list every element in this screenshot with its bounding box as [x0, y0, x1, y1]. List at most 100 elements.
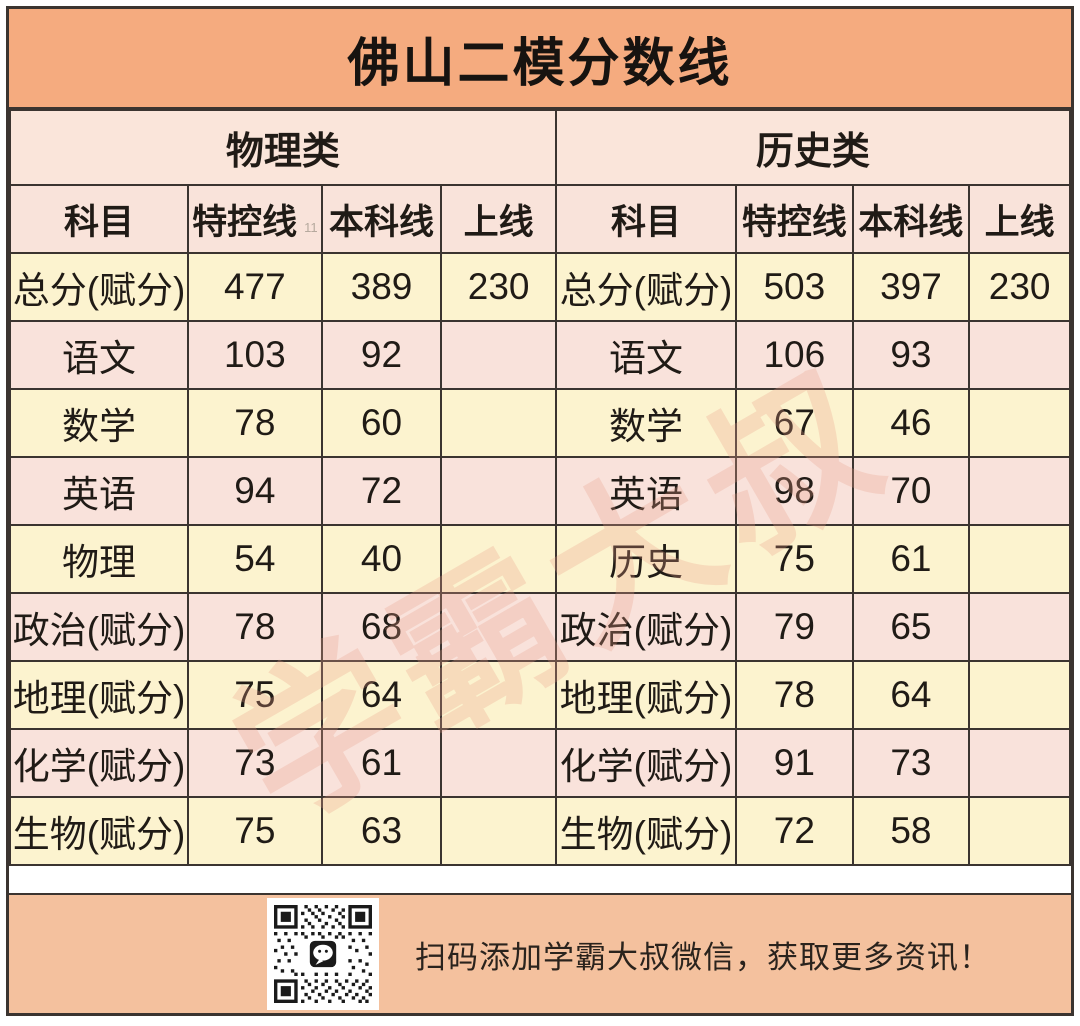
- wechat-qr-code: [267, 898, 379, 1010]
- column-header-label: 本科线: [329, 202, 435, 242]
- column-header-history-online: 上线: [968, 184, 1071, 254]
- cell-history-special: 72: [735, 796, 854, 866]
- section-header-physics: 物理类: [9, 109, 557, 186]
- score-table-poster: 佛山二模分数线 物理类 历史类 科目 特控线 11 本科线 上线 科目 特控线 本…: [6, 6, 1074, 1016]
- qr-code-icon: [274, 905, 372, 1003]
- column-header-label: 上线: [984, 202, 1055, 242]
- cell-physics-undergrad: 60: [320, 388, 443, 458]
- cell-physics-online: [440, 592, 557, 662]
- cell-physics-undergrad: 64: [320, 660, 443, 730]
- cell-history-subject: 语文: [554, 320, 738, 390]
- cell-physics-subject: 生物(赋分): [9, 796, 190, 866]
- cell-history-undergrad: 46: [851, 388, 971, 458]
- cell-history-undergrad: 93: [851, 320, 971, 390]
- cell-physics-special: 103: [187, 320, 323, 390]
- scores-table: 物理类 历史类 科目 特控线 11 本科线 上线 科目 特控线 本科线 上线 总分…: [9, 109, 1071, 866]
- cell-history-subject: 生物(赋分): [554, 796, 738, 866]
- table-row-geography: 地理(赋分) 75 64 地理(赋分) 78 64: [9, 660, 1071, 730]
- cell-history-special: 79: [735, 592, 854, 662]
- column-header-physics-undergrad-line: 本科线: [320, 184, 443, 254]
- cell-history-online: [968, 524, 1071, 594]
- column-header-row: 科目 特控线 11 本科线 上线 科目 特控线 本科线 上线: [9, 184, 1071, 254]
- cell-physics-undergrad: 92: [320, 320, 443, 390]
- cell-history-special: 75: [735, 524, 854, 594]
- table-row-chinese: 语文 103 92 语文 106 93: [9, 320, 1071, 390]
- cell-history-subject: 政治(赋分): [554, 592, 738, 662]
- cell-history-subject: 化学(赋分): [554, 728, 738, 798]
- cell-history-subject: 总分(赋分): [554, 252, 738, 322]
- cell-history-undergrad: 65: [851, 592, 971, 662]
- cell-physics-undergrad: 63: [320, 796, 443, 866]
- cell-history-special: 106: [735, 320, 854, 390]
- cell-history-subject: 英语: [554, 456, 738, 526]
- cell-physics-online: [440, 388, 557, 458]
- column-header-label: 上线: [463, 202, 534, 242]
- cell-history-undergrad: 64: [851, 660, 971, 730]
- cell-physics-subject: 物理: [9, 524, 190, 594]
- cell-history-special: 98: [735, 456, 854, 526]
- cell-history-online: [968, 592, 1071, 662]
- cell-history-online: [968, 388, 1071, 458]
- cell-physics-special: 75: [187, 796, 323, 866]
- column-header-label: 科目: [610, 202, 681, 242]
- footer-caption: 扫码添加学霸大叔微信，获取更多资讯！: [415, 939, 991, 975]
- cell-history-online: [968, 320, 1071, 390]
- cell-physics-online: [440, 320, 557, 390]
- footer-banner: 扫码添加学霸大叔微信，获取更多资讯！: [9, 893, 1071, 1013]
- table-row-total: 总分(赋分) 477 389 230 总分(赋分) 503 397 230: [9, 252, 1071, 322]
- cell-history-special: 503: [735, 252, 854, 322]
- cell-physics-undergrad: 68: [320, 592, 443, 662]
- cell-physics-subject: 化学(赋分): [9, 728, 190, 798]
- cell-physics-special: 54: [187, 524, 323, 594]
- cell-history-subject: 历史: [554, 524, 738, 594]
- column-header-history-undergrad-line: 本科线: [851, 184, 971, 254]
- column-header-label: 科目: [64, 202, 135, 242]
- cell-physics-online: [440, 660, 557, 730]
- column-header-physics-online: 上线: [440, 184, 557, 254]
- cell-history-online: [968, 456, 1071, 526]
- cell-history-special: 78: [735, 660, 854, 730]
- cell-physics-online: [440, 796, 557, 866]
- cell-physics-special: 477: [187, 252, 323, 322]
- cell-history-special: 91: [735, 728, 854, 798]
- cell-history-online: 230: [968, 252, 1071, 322]
- cell-physics-online: 230: [440, 252, 557, 322]
- cell-physics-subject: 数学: [9, 388, 190, 458]
- cell-physics-subject: 地理(赋分): [9, 660, 190, 730]
- watermark-note: 11: [304, 219, 318, 235]
- cell-history-undergrad: 73: [851, 728, 971, 798]
- cell-physics-subject: 语文: [9, 320, 190, 390]
- cell-history-undergrad: 70: [851, 456, 971, 526]
- column-header-label: 特控线: [192, 202, 298, 242]
- section-header-history: 历史类: [554, 109, 1071, 186]
- cell-physics-subject: 英语: [9, 456, 190, 526]
- column-header-history-subject: 科目: [554, 184, 738, 254]
- table-row-politics: 政治(赋分) 78 68 政治(赋分) 79 65: [9, 592, 1071, 662]
- cell-history-special: 67: [735, 388, 854, 458]
- category-band-row: 物理类 历史类: [9, 109, 1071, 186]
- column-header-physics-subject: 科目: [9, 184, 190, 254]
- cell-history-subject: 数学: [554, 388, 738, 458]
- cell-physics-subject: 总分(赋分): [9, 252, 190, 322]
- cell-physics-undergrad: 40: [320, 524, 443, 594]
- cell-physics-undergrad: 61: [320, 728, 443, 798]
- cell-physics-special: 94: [187, 456, 323, 526]
- cell-physics-undergrad: 389: [320, 252, 443, 322]
- cell-history-undergrad: 397: [851, 252, 971, 322]
- page-title: 佛山二模分数线: [9, 9, 1071, 109]
- table-row-chemistry: 化学(赋分) 73 61 化学(赋分) 91 73: [9, 728, 1071, 798]
- cell-history-undergrad: 61: [851, 524, 971, 594]
- cell-physics-special: 78: [187, 388, 323, 458]
- table-row-english: 英语 94 72 英语 98 70: [9, 456, 1071, 526]
- cell-physics-special: 78: [187, 592, 323, 662]
- cell-history-subject: 地理(赋分): [554, 660, 738, 730]
- cell-history-undergrad: 58: [851, 796, 971, 866]
- table-row-major-subject: 物理 54 40 历史 75 61: [9, 524, 1071, 594]
- cell-history-online: [968, 728, 1071, 798]
- column-header-label: 特控线: [741, 202, 847, 242]
- column-header-label: 本科线: [858, 202, 964, 242]
- cell-history-online: [968, 796, 1071, 866]
- cell-physics-online: [440, 456, 557, 526]
- cell-physics-undergrad: 72: [320, 456, 443, 526]
- table-row-math: 数学 78 60 数学 67 46: [9, 388, 1071, 458]
